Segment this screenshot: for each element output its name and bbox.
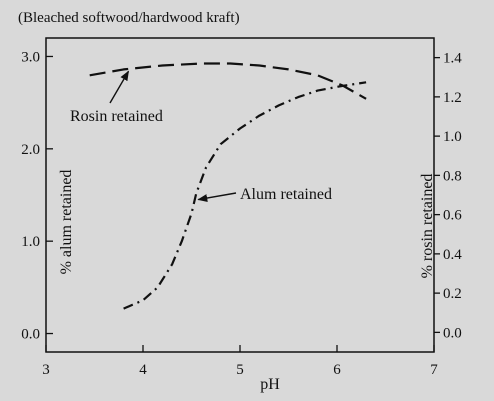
rosin-retained-annotation-arrow — [109, 70, 130, 104]
y-right-tick-label: 0.6 — [443, 208, 462, 224]
x-tick-label: 5 — [236, 362, 244, 378]
y-left-tick-label: 1.0 — [21, 234, 40, 250]
rosin-retained-annotation-label: Rosin retained — [70, 108, 163, 125]
y-right-tick-label: 0.4 — [443, 247, 462, 263]
chart-subtitle: (Bleached softwood/hardwood kraft) — [18, 10, 240, 26]
x-tick-label: 6 — [333, 362, 341, 378]
y-right-tick-label: 1.2 — [443, 90, 462, 106]
rosin-retained-series-line — [89, 62, 367, 100]
y-right-tick-label: 0.2 — [443, 286, 462, 302]
alum-retained-series-line — [123, 81, 367, 310]
x-tick-label: 7 — [430, 362, 438, 378]
y-left-tick-label: 2.0 — [21, 142, 40, 158]
y-left-axis-title: % alum retained — [58, 170, 75, 275]
y-right-axis-title: % rosin retained — [419, 174, 436, 279]
y-right-tick-label: 0.0 — [443, 325, 462, 341]
x-tick-label: 4 — [139, 362, 147, 378]
y-left-tick-label: 3.0 — [21, 49, 40, 65]
x-axis-title: pH — [260, 376, 280, 393]
y-right-tick-label: 0.8 — [443, 168, 462, 184]
y-left-tick-label: 0.0 — [21, 327, 40, 343]
y-right-tick-label: 1.0 — [443, 129, 462, 145]
alum-retained-annotation-arrow — [197, 192, 237, 203]
y-right-tick-label: 1.4 — [443, 51, 462, 67]
x-tick-label: 3 — [42, 362, 50, 378]
alum-retained-annotation-label: Alum retained — [240, 186, 332, 203]
